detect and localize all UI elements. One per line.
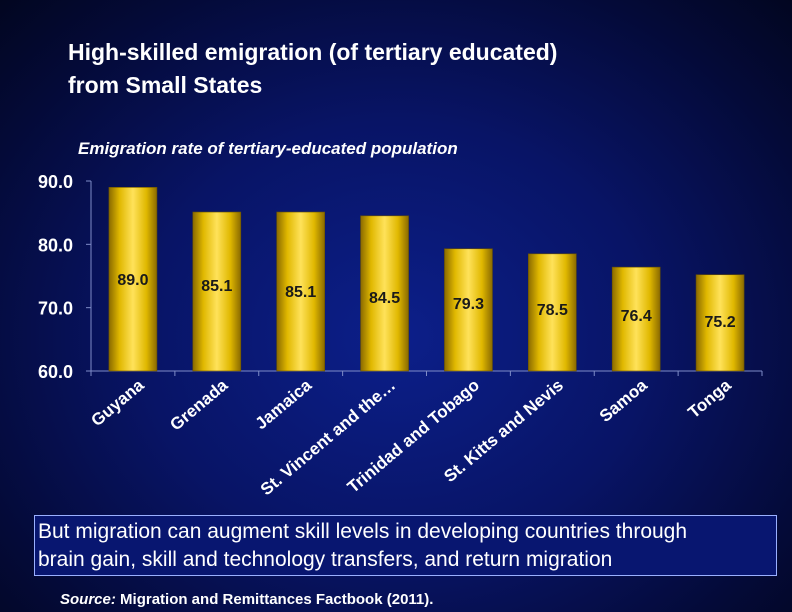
bar-jamaica (276, 211, 325, 372)
x-tick-label: St. Vincent and the… (257, 376, 399, 500)
x-tick-label: Tonga (684, 375, 735, 422)
x-tick-label: Jamaica (252, 375, 316, 433)
y-tick-label: 70.0 (38, 299, 73, 319)
x-tick-label: Samoa (596, 375, 651, 426)
data-label: 85.1 (285, 284, 316, 301)
data-label: 75.2 (704, 314, 735, 331)
y-tick-label: 90.0 (38, 172, 73, 192)
bar-samoa (611, 266, 661, 372)
bar-st-kitts-and-nevis (528, 253, 577, 372)
data-label: 85.1 (201, 278, 232, 295)
data-label: 78.5 (537, 302, 568, 319)
slide-title-line-1: High-skilled emigration (of tertiary edu… (68, 39, 558, 65)
bar-trinidad-and-tobago (444, 248, 493, 372)
source-label: Source: (60, 591, 116, 608)
bar-guyana (108, 187, 158, 372)
data-label: 89.0 (117, 272, 148, 289)
y-tick-label: 60.0 (38, 362, 73, 382)
callout-box: But migration can augment skill levels i… (34, 515, 777, 576)
slide-title: High-skilled emigration (of tertiary edu… (68, 36, 748, 102)
data-label: 84.5 (369, 290, 400, 307)
source-note: Source: Migration and Remittances Factbo… (60, 591, 433, 608)
callout-line-1: But migration can augment skill levels i… (38, 520, 688, 543)
bar-st-vincent-and-the (360, 215, 409, 372)
bar-grenada (192, 211, 242, 372)
slide-title-line-2: from Small States (68, 72, 263, 98)
data-label: 79.3 (453, 296, 484, 313)
callout-line-2: brain gain, skill and technology transfe… (38, 548, 613, 571)
x-tick-label: Guyana (88, 375, 148, 430)
chart-title: Emigration rate of tertiary-educated pop… (78, 139, 458, 158)
source-text: Migration and Remittances Factbook (2011… (115, 591, 434, 608)
data-label: 76.4 (621, 308, 652, 325)
bar-tonga (695, 274, 745, 372)
x-tick-label: Grenada (166, 375, 231, 434)
y-tick-label: 80.0 (38, 235, 73, 255)
